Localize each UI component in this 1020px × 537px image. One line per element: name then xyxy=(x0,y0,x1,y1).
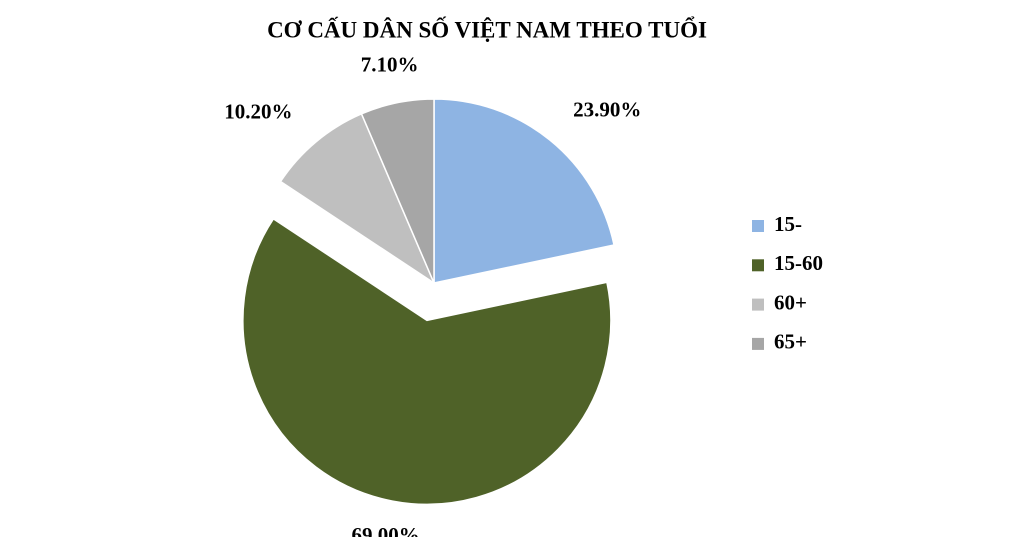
legend-label: 65+ xyxy=(774,330,807,354)
pie-slice xyxy=(433,98,615,284)
legend-label: 15-60 xyxy=(774,251,823,275)
legend-swatch xyxy=(752,337,764,350)
pie-slice xyxy=(279,112,436,286)
pie-slice xyxy=(360,98,435,284)
chart-title: CƠ CẤU DÂN SỐ VIỆT NAM THEO TUỔI xyxy=(267,16,707,42)
data-label: 7.10% xyxy=(361,53,419,77)
legend-swatch xyxy=(752,220,764,232)
legend-swatch xyxy=(752,259,764,272)
pie-slice xyxy=(242,217,612,506)
data-label: 23.90% xyxy=(573,97,641,121)
legend-swatch xyxy=(752,298,764,311)
data-label: 10.20% xyxy=(224,99,292,123)
legend-label: 60+ xyxy=(774,290,807,314)
data-label: 69.00% xyxy=(351,523,419,537)
legend-label: 15- xyxy=(774,212,802,236)
